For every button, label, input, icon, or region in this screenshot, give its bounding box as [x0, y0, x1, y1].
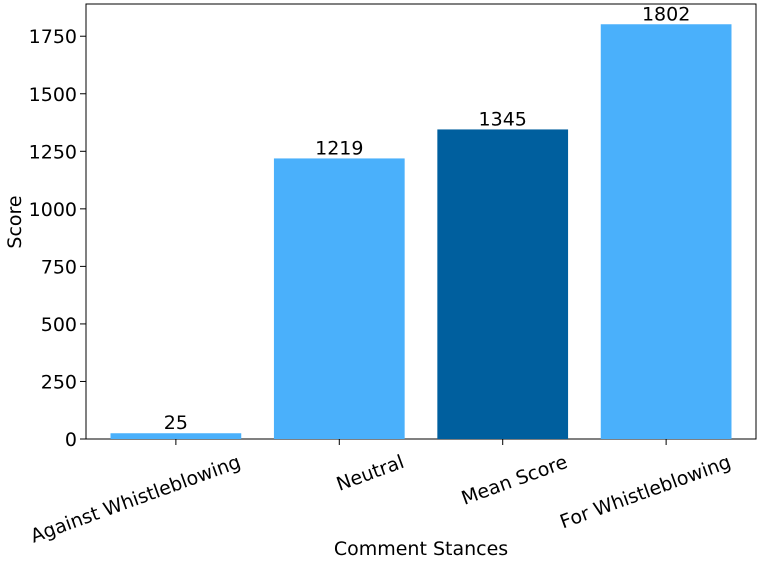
- y-axis-title: Score: [4, 195, 26, 248]
- x-tick-label: Neutral: [334, 451, 407, 496]
- data-label: 1802: [642, 3, 690, 25]
- x-tick-label: Against Whistleblowing: [28, 451, 244, 548]
- y-tick-label: 500: [41, 314, 77, 336]
- bar-against-whistleblowing: [110, 433, 242, 439]
- data-labels-group: 25 1219 1345 1802: [164, 3, 691, 434]
- y-axis-ticks: 0 250 500 750 1000 1250 1500 1750: [29, 26, 86, 451]
- data-label: 25: [164, 412, 188, 434]
- bar-neutral: [273, 158, 405, 439]
- y-tick-label: 0: [65, 429, 77, 451]
- y-tick-label: 750: [41, 256, 77, 278]
- x-tick-label: For Whistleblowing: [557, 451, 734, 533]
- x-axis-title: Comment Stances: [334, 538, 508, 560]
- y-tick-label: 1250: [29, 141, 77, 163]
- bars-group: [110, 24, 732, 439]
- x-tick-label: Mean Score: [459, 451, 571, 510]
- bar-for-whistleblowing: [600, 24, 732, 439]
- y-tick-label: 1500: [29, 84, 77, 106]
- bar-mean-score: [437, 129, 569, 439]
- x-axis-ticks: Against Whistleblowing Neutral Mean ScoreF…: [28, 439, 734, 548]
- y-tick-label: 250: [41, 371, 77, 393]
- y-tick-label: 1000: [29, 199, 77, 221]
- y-tick-label: 1750: [29, 26, 77, 48]
- data-label: 1345: [479, 108, 527, 130]
- data-label: 1219: [315, 137, 363, 159]
